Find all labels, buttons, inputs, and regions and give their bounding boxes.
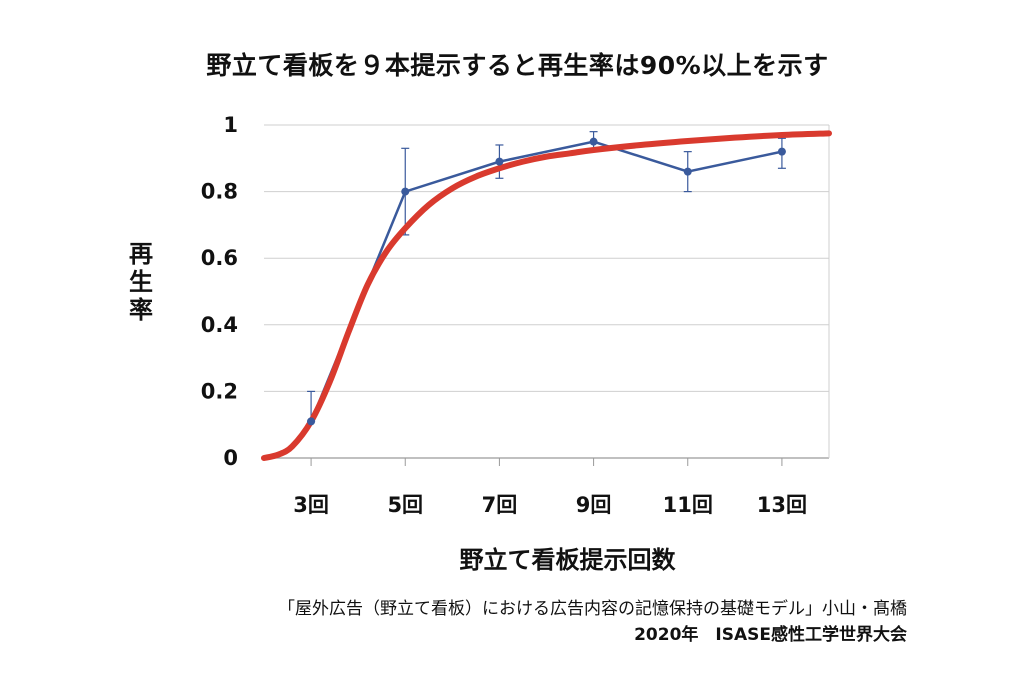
chart-title: 野立て看板を９本提示すると再生率は90%以上を示す xyxy=(206,51,829,80)
observed-point xyxy=(307,417,316,426)
observed-point xyxy=(683,167,692,176)
y-tick-label: 0.8 xyxy=(201,180,238,204)
y-axis-label-char: 再 xyxy=(129,240,153,268)
observed-point xyxy=(495,157,504,166)
x-tick-label: 9回 xyxy=(576,493,612,517)
citation-line-1: 「屋外広告（野立て看板）における広告内容の記憶保持の基礎モデル」小山・髙橋 xyxy=(278,599,907,619)
y-tick-label: 0 xyxy=(223,446,238,470)
y-axis-label: 再生率 xyxy=(124,240,158,324)
fitted-curve xyxy=(261,130,832,461)
citation-line-2: 2020年 ISASE感性工学世界大会 xyxy=(634,625,907,645)
observed-series-line xyxy=(309,140,783,422)
y-axis-label-char: 率 xyxy=(129,296,153,324)
observed-point xyxy=(401,187,410,196)
y-axis-label-char: 生 xyxy=(129,268,153,296)
x-axis-label: 野立て看板提示回数 xyxy=(459,546,676,574)
x-tick-label: 13回 xyxy=(757,493,807,517)
x-tick-label: 5回 xyxy=(387,493,423,517)
x-tick-label: 7回 xyxy=(482,493,518,517)
y-tick-label: 0.2 xyxy=(201,379,238,403)
y-tick-label: 0.6 xyxy=(201,246,238,270)
y-tick-label: 0.4 xyxy=(201,313,238,337)
citation: 「屋外広告（野立て看板）における広告内容の記憶保持の基礎モデル」小山・髙橋 20… xyxy=(278,596,907,648)
x-tick-label: 3回 xyxy=(293,493,329,517)
y-tick-label: 1 xyxy=(223,113,238,137)
observed-point xyxy=(589,137,598,146)
x-tick-label: 11回 xyxy=(663,493,713,517)
observed-point xyxy=(777,147,786,156)
